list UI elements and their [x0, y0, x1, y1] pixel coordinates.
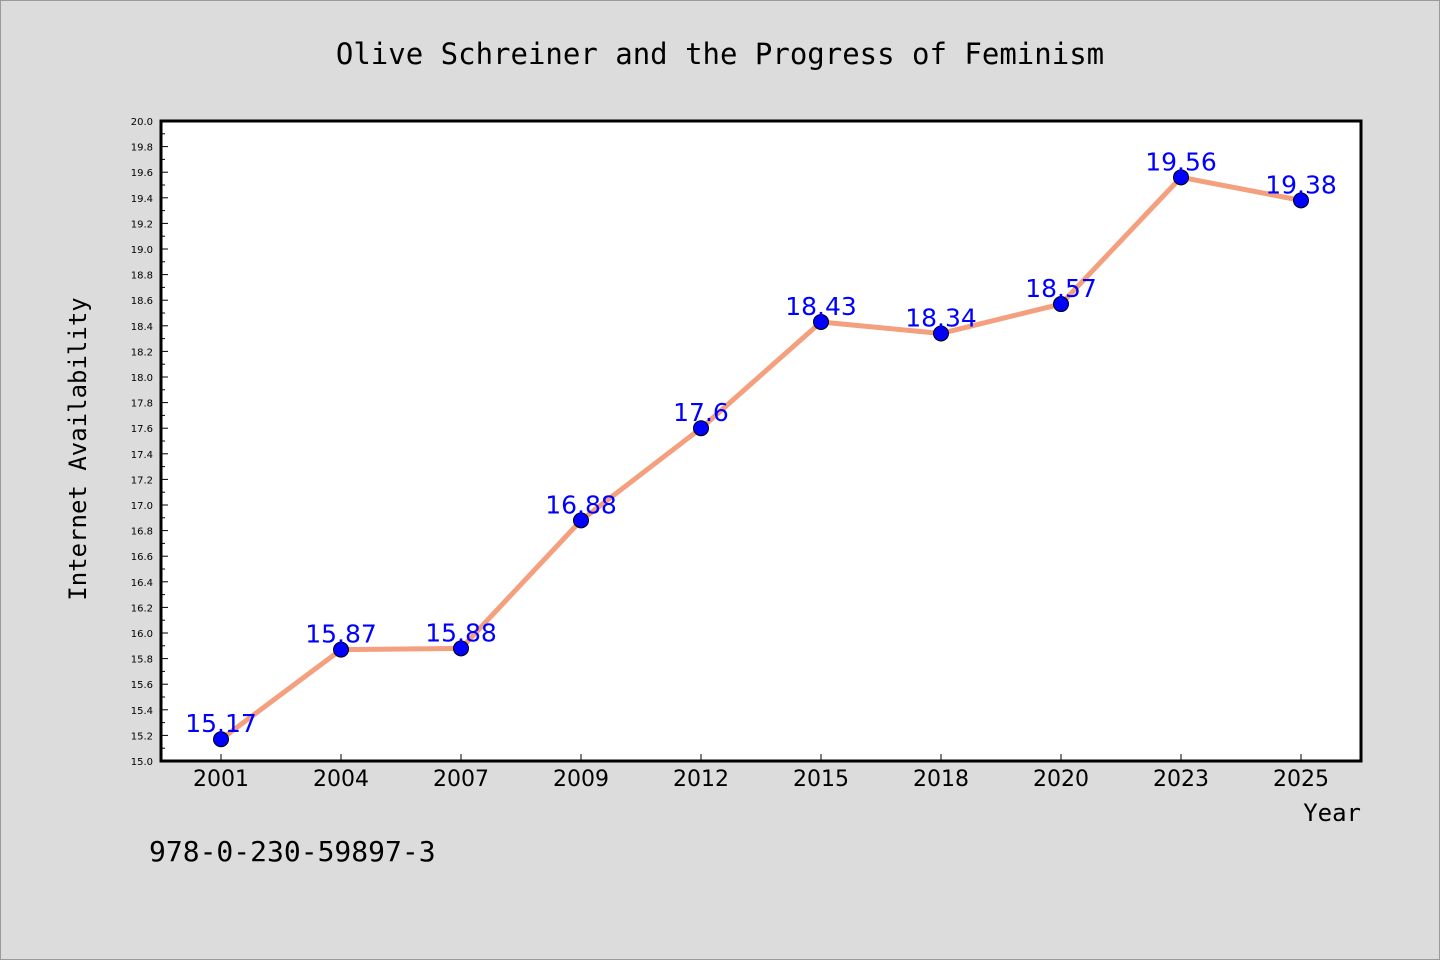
y-tick-label: 15.0 — [131, 757, 153, 768]
x-tick-label: 2025 — [1273, 767, 1329, 792]
x-tick-label: 2004 — [313, 767, 369, 792]
x-tick-label: 2018 — [913, 767, 969, 792]
y-tick-label: 20.0 — [131, 117, 153, 128]
data-point — [933, 325, 949, 342]
data-point — [573, 512, 589, 529]
y-tick-label: 19.0 — [131, 245, 153, 256]
data-point — [333, 641, 349, 658]
y-tick-label: 19.8 — [131, 143, 153, 154]
x-tick-label: 2015 — [793, 767, 849, 792]
data-point — [453, 640, 469, 657]
y-tick-label: 17.2 — [131, 475, 153, 486]
data-label: 15.87 — [305, 620, 377, 649]
data-point — [1173, 169, 1189, 186]
isbn-text: 978-0-230-59897-3 — [149, 835, 436, 868]
y-tick-label: 16.0 — [131, 629, 153, 640]
y-tick-label: 16.4 — [131, 578, 153, 589]
y-tick-label: 19.4 — [131, 194, 153, 205]
y-tick-label: 15.2 — [131, 731, 153, 742]
x-tick-label: 2023 — [1153, 767, 1209, 792]
y-tick-label: 16.6 — [131, 552, 153, 563]
x-tick-label: 2001 — [193, 767, 249, 792]
data-label: 15.17 — [185, 709, 257, 738]
plot-area — [161, 121, 1361, 761]
data-point — [813, 313, 829, 330]
y-tick-label: 16.2 — [131, 603, 153, 614]
y-tick-label: 15.6 — [131, 680, 153, 691]
y-tick-label: 17.8 — [131, 399, 153, 410]
chart-title: Olive Schreiner and the Progress of Femi… — [336, 37, 1104, 71]
data-point — [693, 420, 709, 437]
y-tick-label: 18.4 — [131, 322, 153, 333]
series-line — [219, 174, 1302, 742]
data-markers — [213, 169, 1309, 748]
data-labels: 15.17 15.87 15.88 16.88 17.6 18.43 18.34 18.57 1… — [185, 147, 1337, 738]
data-point — [213, 731, 229, 748]
data-label: 19.38 — [1265, 170, 1337, 199]
data-label: 18.34 — [905, 303, 977, 332]
y-tick-label: 17.6 — [131, 424, 153, 435]
data-label: 15.88 — [425, 618, 497, 647]
data-label: 17.6 — [673, 398, 729, 427]
x-tick-label: 2012 — [673, 767, 729, 792]
y-tick-label: 16.8 — [131, 527, 153, 538]
y-tick-label: 18.8 — [131, 271, 153, 282]
y-tick-label: 17.4 — [131, 450, 153, 461]
y-tick-label: 18.0 — [131, 373, 153, 384]
x-axis-title: Year — [1303, 799, 1361, 827]
x-tick-label: 2009 — [553, 767, 609, 792]
data-point — [1293, 192, 1309, 209]
x-tick-label: 2007 — [433, 767, 489, 792]
data-point — [1053, 296, 1069, 313]
data-label: 19.56 — [1145, 147, 1217, 176]
y-tick-label: 18.2 — [131, 347, 153, 358]
y-tick-label: 18.6 — [131, 296, 153, 307]
y-axis: 15.0 15.2 15.4 15.6 15.8 16.0 16.2 16.4 16.6 16.8… — [131, 117, 168, 768]
x-axis: 2001 2004 2007 2009 2012 2015 2018 2020 2023 2025 — [193, 754, 1329, 792]
y-tick-label: 15.4 — [131, 706, 153, 717]
data-label: 18.43 — [785, 292, 857, 321]
plot-frame — [159, 119, 1363, 763]
x-tick-label: 2020 — [1033, 767, 1089, 792]
y-tick-label: 19.2 — [131, 219, 153, 230]
y-tick-label: 17.0 — [131, 501, 153, 512]
data-label: 18.57 — [1025, 274, 1097, 303]
data-label: 16.88 — [545, 490, 617, 519]
y-tick-label: 19.6 — [131, 168, 153, 179]
y-tick-label: 15.8 — [131, 655, 153, 666]
y-axis-title: Internet Availability — [64, 297, 92, 600]
